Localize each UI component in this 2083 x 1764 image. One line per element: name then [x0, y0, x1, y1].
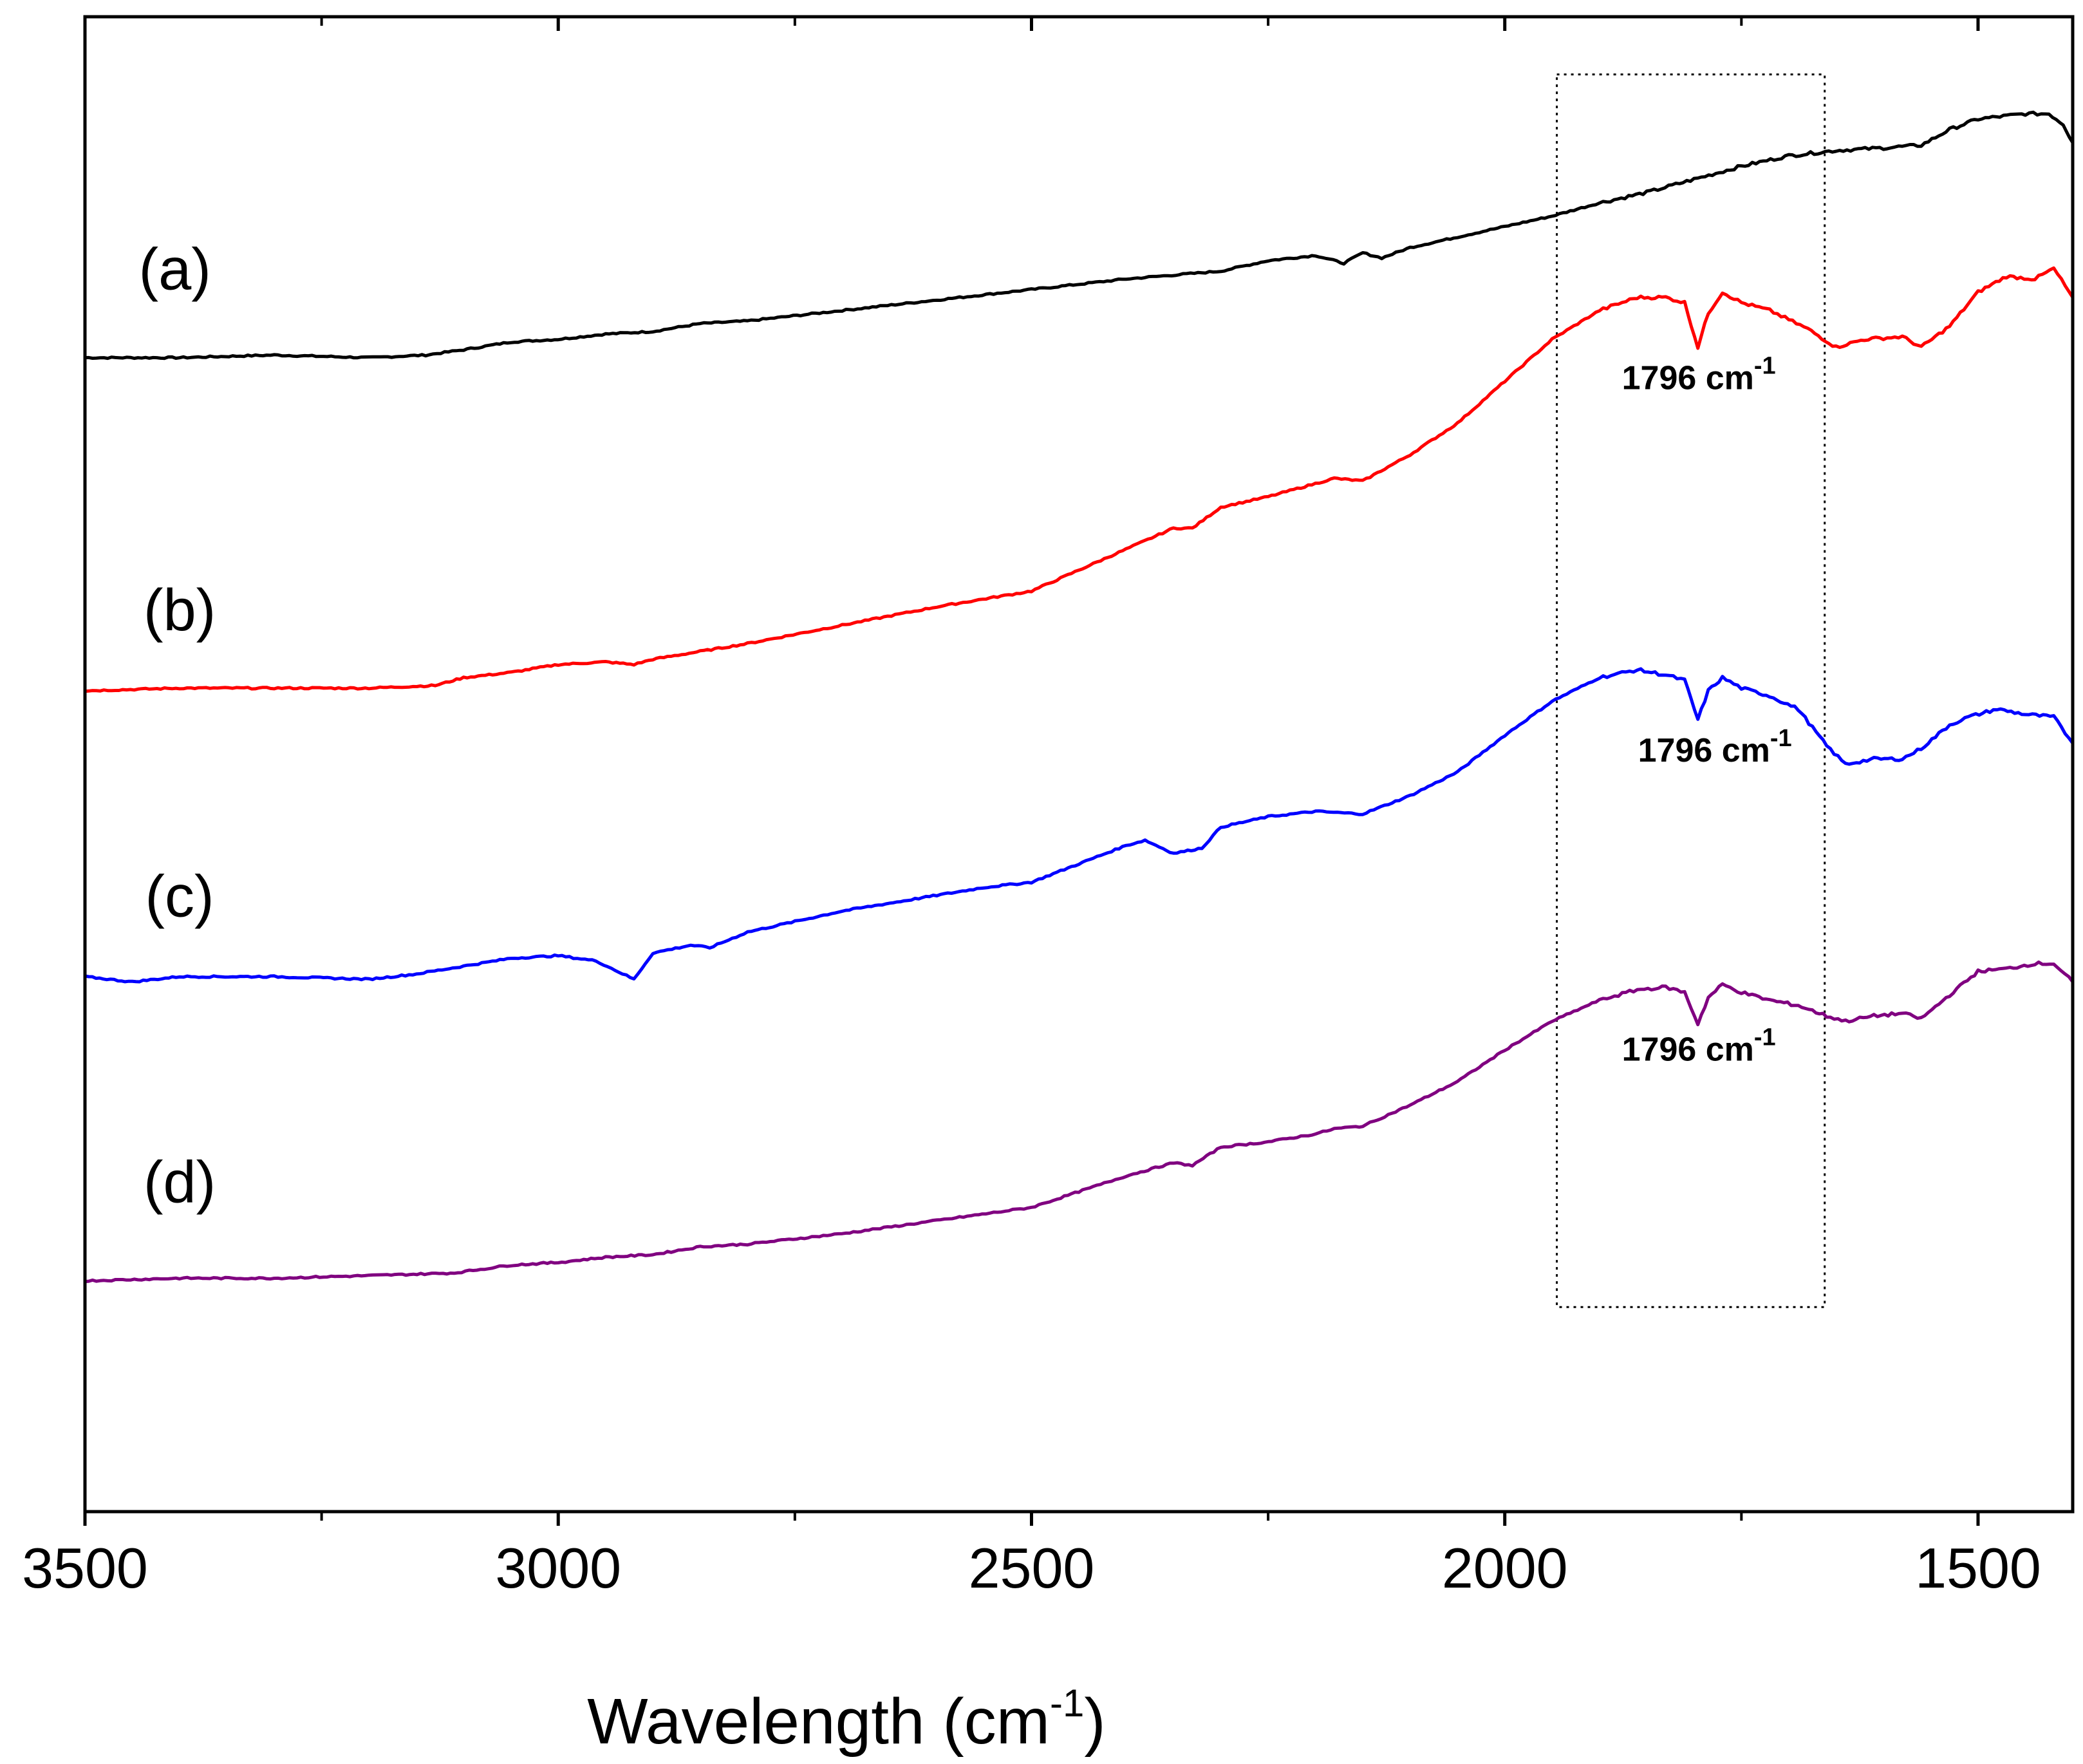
- peak-annotation-superscript: -1: [1770, 725, 1792, 752]
- x-axis-title-suffix: ): [1084, 1685, 1105, 1758]
- peak-annotation-text: 1796 cm: [1622, 1031, 1754, 1068]
- peak-annotation-2: 1796 cm-1: [1638, 725, 1792, 769]
- peak-annotation-text: 1796 cm: [1622, 359, 1754, 397]
- x-axis-ticks: 3500 3000 2500 2000 1500: [22, 17, 2041, 1600]
- x-tick-label-2500: 2500: [969, 1536, 1095, 1600]
- series-labels: (a) (b) (c) (d): [138, 237, 216, 1215]
- series-label-b: (b): [144, 577, 216, 643]
- x-axis-title-main: Wavelength (cm: [587, 1685, 1050, 1758]
- x-tick-label-3500: 3500: [22, 1536, 148, 1600]
- peak-annotation-1: 1796 cm-1: [1622, 352, 1776, 397]
- x-axis-title: Wavelength (cm-1): [587, 1682, 1105, 1758]
- series-label-c: (c): [145, 863, 214, 929]
- series-label-d: (d): [144, 1149, 216, 1215]
- series-line-d: [83, 960, 2075, 1284]
- x-tick-label-2000: 2000: [1442, 1536, 1568, 1600]
- series-label-a: (a): [138, 237, 210, 303]
- series-line-c: [83, 667, 2075, 984]
- x-axis-title-superscript: -1: [1050, 1682, 1084, 1725]
- series-line-b: [83, 266, 2075, 693]
- peak-annotation-superscript: -1: [1754, 1024, 1776, 1051]
- peak-annotation-text: 1796 cm: [1638, 732, 1770, 769]
- series-line-a: [83, 110, 2075, 361]
- plot-frame: [83, 15, 2075, 1514]
- peak-annotation-superscript: -1: [1754, 352, 1776, 379]
- plot-content: [83, 73, 2075, 1308]
- x-tick-label-3000: 3000: [495, 1536, 621, 1600]
- peak-annotation-3: 1796 cm-1: [1622, 1024, 1776, 1068]
- x-tick-label-1500: 1500: [1915, 1536, 2041, 1600]
